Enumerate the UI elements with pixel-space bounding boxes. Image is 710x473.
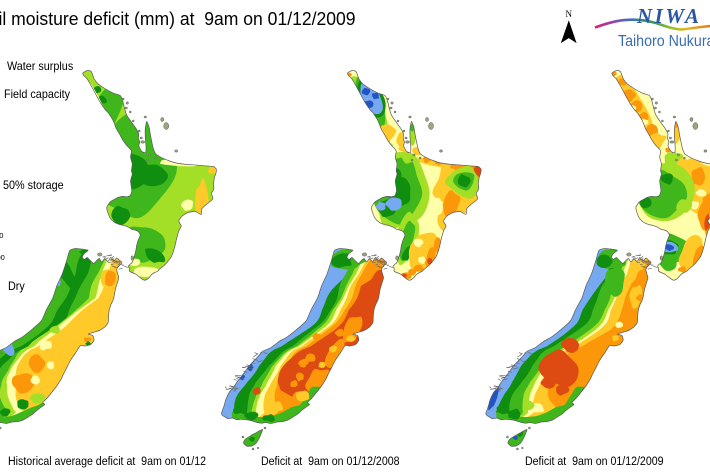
svg-text:N: N bbox=[566, 9, 573, 19]
